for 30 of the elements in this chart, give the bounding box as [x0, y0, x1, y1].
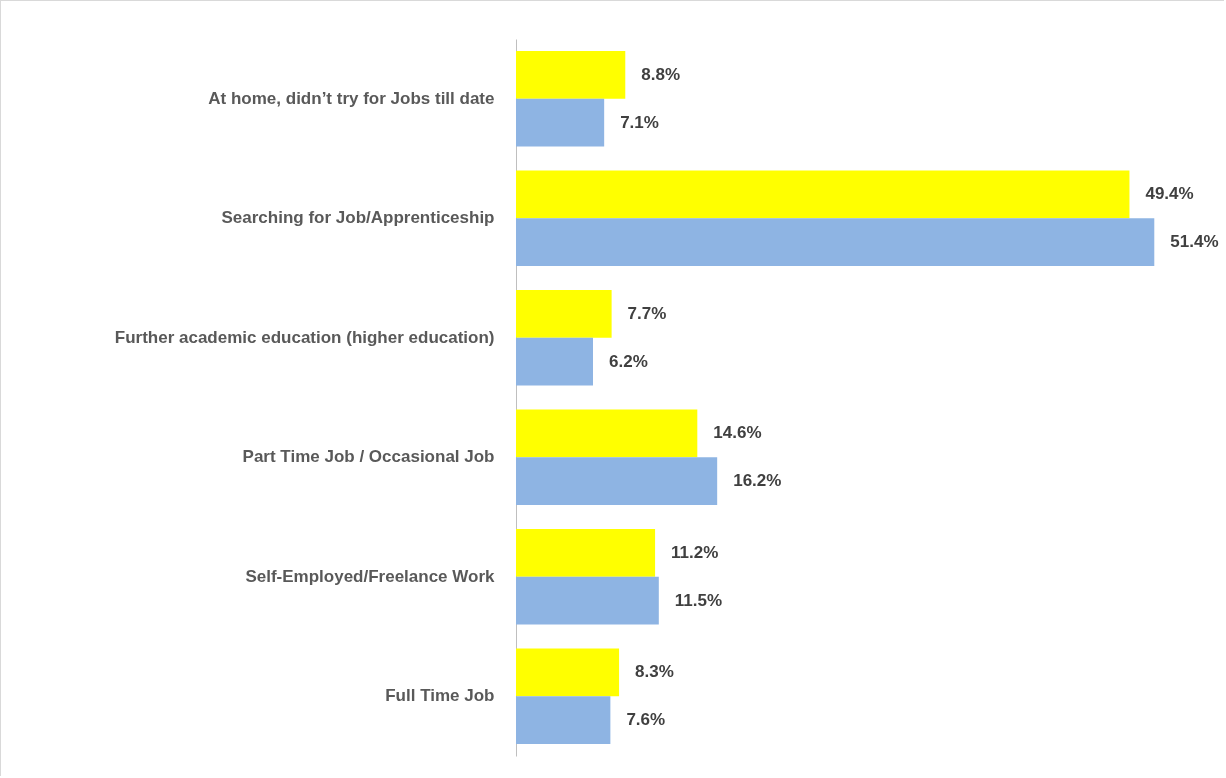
y-tick-label: Further academic education (higher education) [114, 327, 495, 347]
y-tick-label: Full Time Job [385, 686, 495, 706]
data-label: 7.7% [627, 303, 667, 323]
y-tick-label: At home, didn’t try for Jobs till date [208, 88, 495, 108]
bar [516, 696, 611, 745]
y-tick-label: Part Time Job / Occasional Job [242, 447, 495, 467]
bar [516, 50, 626, 99]
data-label: 8.3% [635, 662, 674, 682]
y-tick-label: Self-Employed/Freelance Work [245, 566, 496, 586]
bar [516, 576, 659, 625]
bar [516, 170, 1130, 219]
y-tick-label: Searching for Job/Apprenticeship [221, 208, 495, 228]
bar [516, 457, 718, 506]
bar [516, 337, 593, 386]
bar [516, 648, 620, 697]
data-label: 14.6% [713, 423, 762, 443]
bar [516, 528, 656, 577]
bar [516, 289, 612, 338]
data-label: 49.4% [1145, 184, 1194, 204]
data-label: 11.5% [674, 590, 723, 610]
data-label: 51.4% [1170, 232, 1219, 252]
data-label: 7.1% [620, 112, 659, 132]
bar [516, 218, 1155, 267]
bar [516, 98, 605, 147]
data-label: 11.2% [671, 542, 719, 562]
data-label: 7.6% [626, 710, 666, 730]
data-label: 8.8% [641, 64, 681, 84]
data-label: 16.2% [733, 471, 782, 491]
data-label: 6.2% [608, 351, 648, 371]
bar [516, 409, 698, 458]
